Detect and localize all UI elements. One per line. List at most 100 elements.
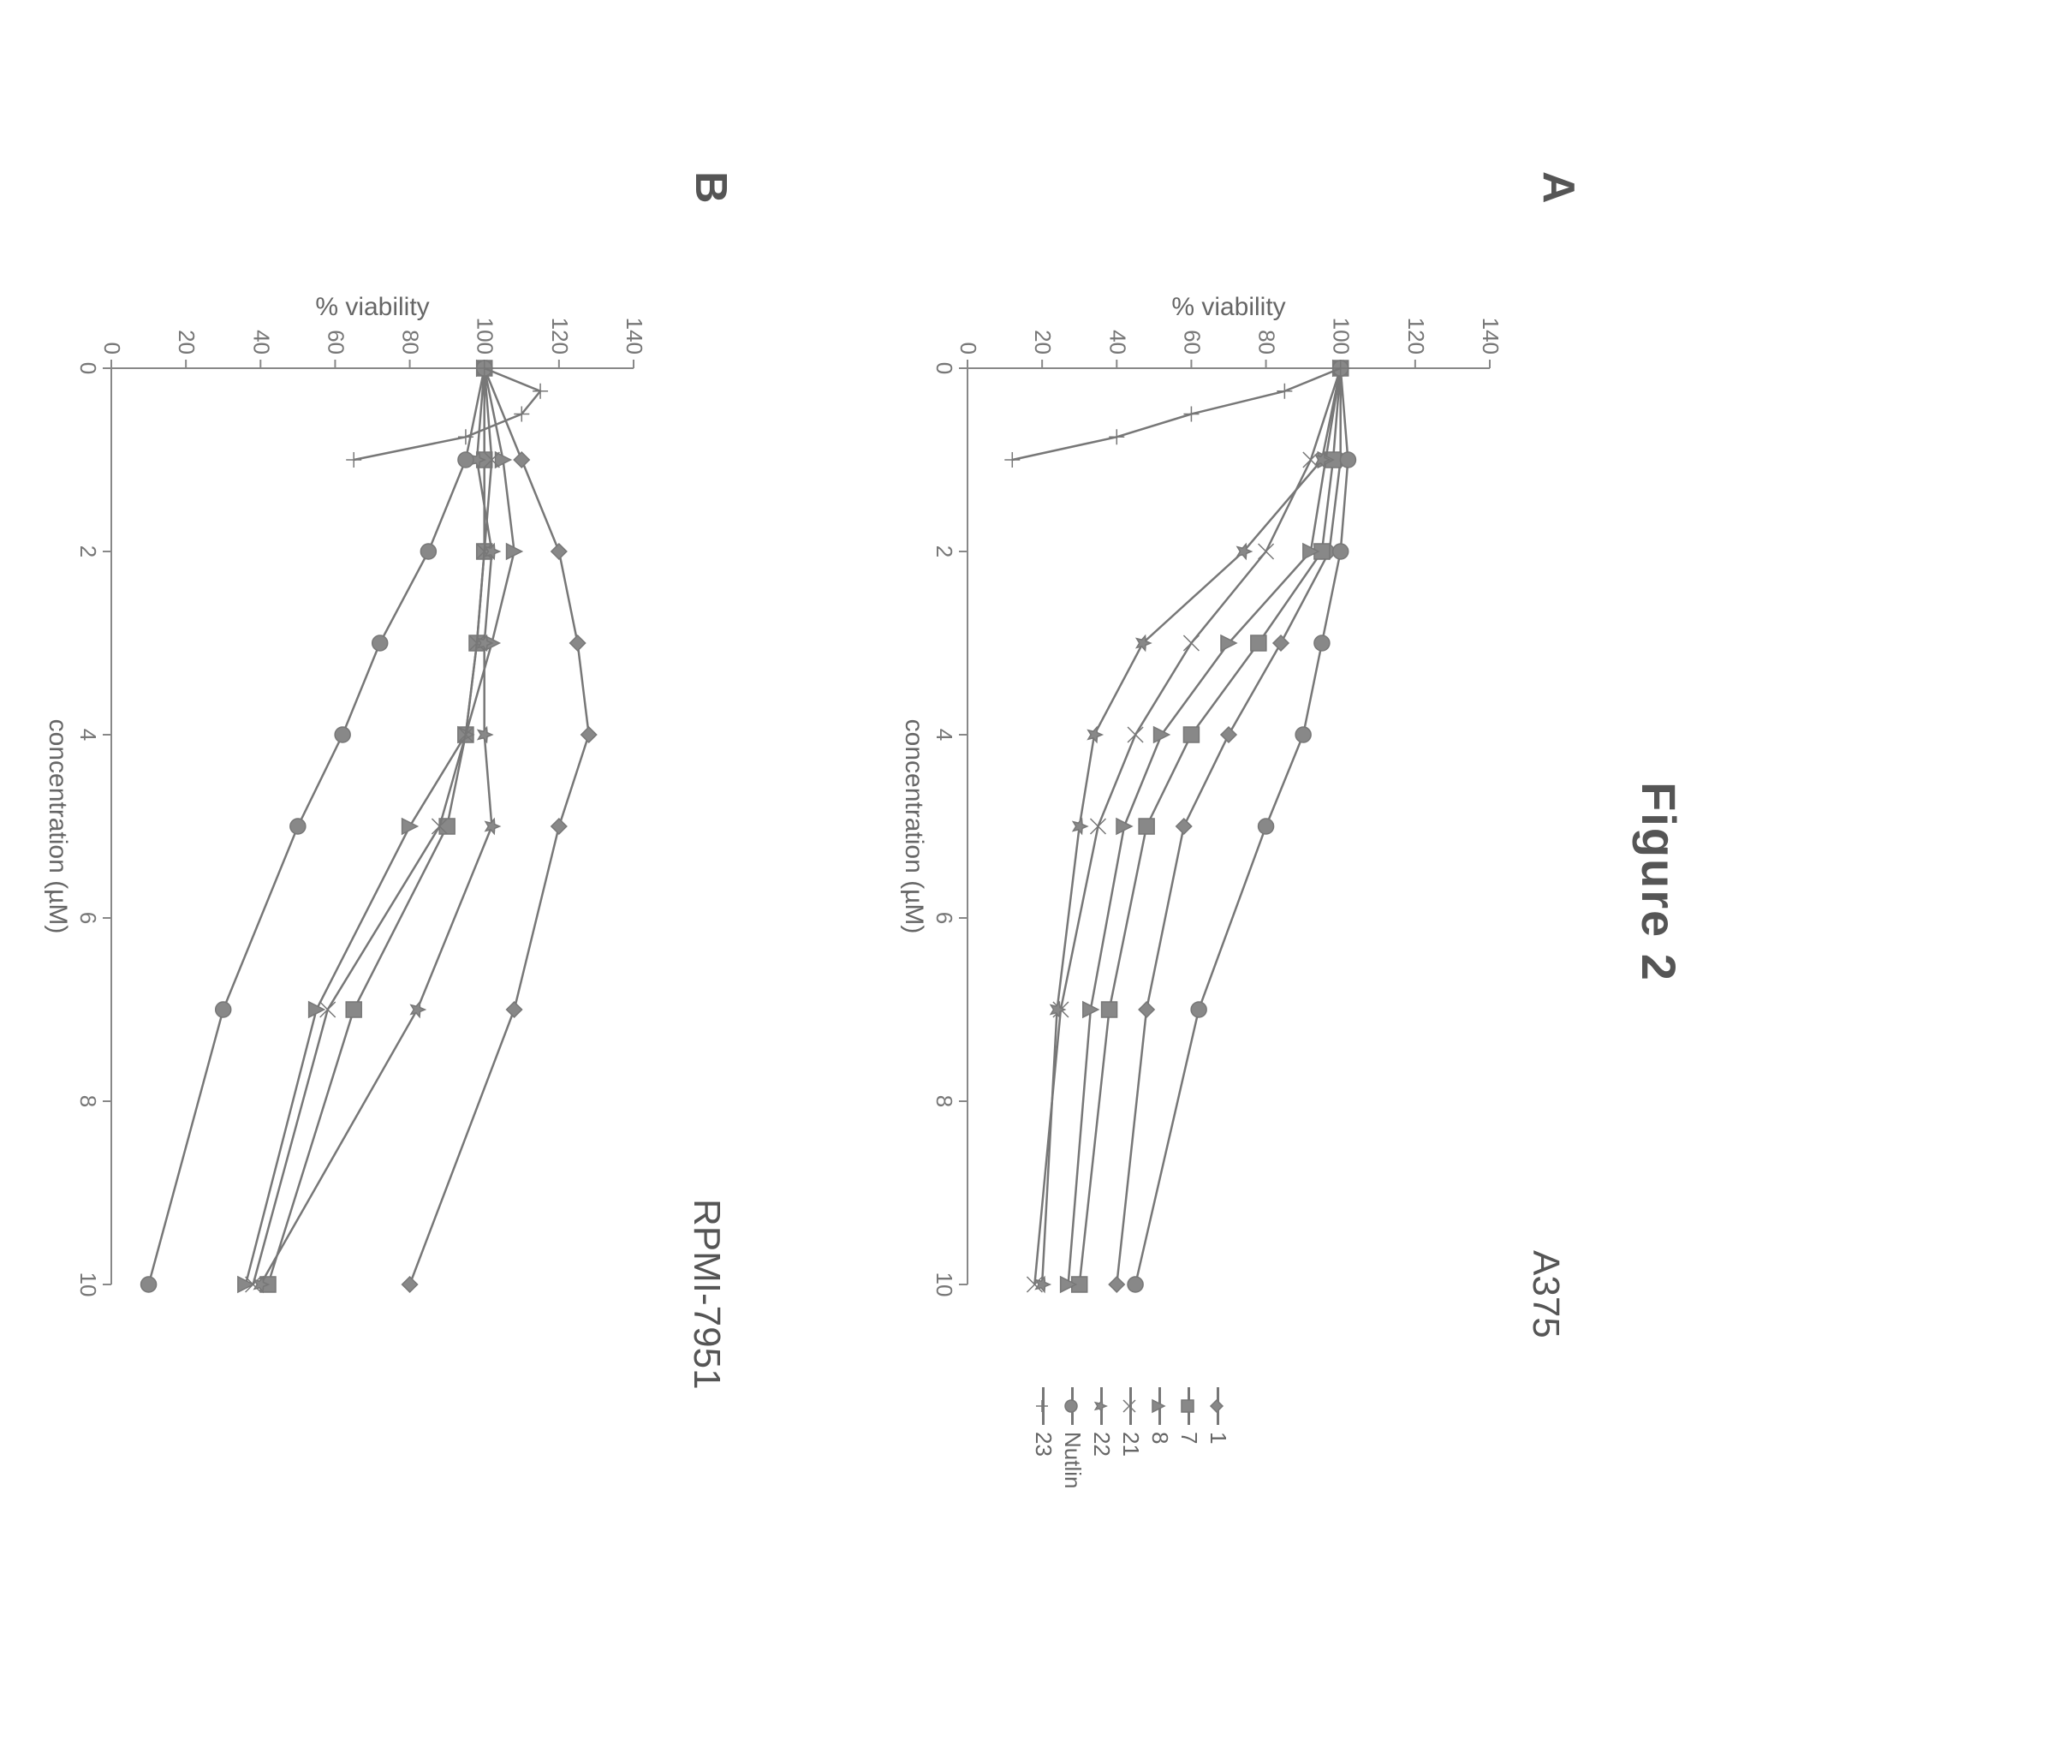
svg-text:40: 40 [248,330,274,355]
marker-Nutlin [420,544,436,559]
svg-text:0: 0 [956,343,981,355]
marker-Nutlin [141,1277,157,1292]
legend-item-Nutlin: Nutlin [1058,1387,1087,1488]
legend-label: 1 [1206,1432,1232,1444]
svg-text:4: 4 [75,729,101,741]
marker-Nutlin [290,819,306,834]
marker-1 [507,1002,522,1017]
marker-1 [581,727,597,742]
marker-1 [1221,727,1236,742]
series-8 [1069,368,1341,1284]
marker-7 [1102,1002,1117,1017]
marker-22 [1088,727,1102,742]
svg-text:6: 6 [75,912,101,924]
marker-1 [551,544,567,559]
marker-21 [1259,544,1274,559]
marker-1 [551,819,567,834]
svg-text:100: 100 [1329,318,1355,355]
svg-text:8: 8 [75,1095,101,1107]
marker-21 [1091,819,1106,834]
marker-Nutlin [1191,1002,1206,1017]
marker-8 [402,819,418,834]
svg-text:% viability: % viability [1171,293,1285,321]
marker-23 [1004,452,1020,468]
marker-7 [1251,635,1266,651]
marker-8 [1154,727,1170,742]
legend-label: 7 [1176,1432,1203,1444]
svg-text:concentration (µM): concentration (µM) [900,719,928,934]
svg-text:2: 2 [75,545,101,557]
svg-text:8: 8 [932,1095,957,1107]
legend-item-21: 21 [1116,1387,1146,1488]
marker-23 [1183,407,1199,422]
marker-Nutlin [458,452,473,468]
marker-Nutlin [216,1002,231,1017]
panel-label-B: B [685,171,736,204]
marker-1 [1139,1002,1154,1017]
chart-title-B: RPMI-7951 [685,1199,728,1390]
svg-text:2: 2 [932,545,957,557]
figure-title: Figure 2 [1631,0,1687,1764]
chart-B: 0204060801001201400246810concentration (… [34,291,651,1302]
marker-22 [1036,1277,1050,1291]
marker-Nutlin [335,727,350,742]
marker-22 [485,819,499,833]
legend-label: 8 [1147,1432,1174,1444]
marker-Nutlin [1128,1277,1143,1292]
legend-item-8: 8 [1146,1387,1175,1488]
svg-text:10: 10 [75,1272,101,1297]
legend-item-23: 23 [1029,1387,1058,1488]
svg-text:10: 10 [932,1272,957,1297]
marker-22 [478,727,491,742]
series-21 [253,368,492,1284]
svg-text:120: 120 [1403,318,1429,355]
marker-23 [1277,384,1292,399]
legend-label: Nutlin [1060,1432,1087,1488]
svg-text:4: 4 [932,729,957,741]
marker-1 [1109,1277,1124,1292]
svg-text:80: 80 [1254,330,1280,355]
marker-1 [1273,635,1289,651]
marker-1 [570,635,586,651]
svg-text:6: 6 [932,912,957,924]
marker-21 [1183,635,1199,651]
chart-title-A: A375 [1524,1250,1567,1338]
marker-22 [1073,819,1087,833]
svg-text:60: 60 [323,330,348,355]
svg-text:0: 0 [75,362,101,374]
legend: 1782122Nutlin23 [1029,1387,1233,1488]
legend-label: 23 [1031,1432,1057,1457]
panel-label-A: A [1533,171,1584,204]
marker-23 [1109,429,1124,444]
marker-Nutlin [372,635,388,651]
marker-7 [1139,819,1154,834]
series-23 [1012,368,1340,460]
svg-text:100: 100 [473,318,498,355]
marker-7 [346,1002,361,1017]
marker-1 [1176,819,1192,834]
legend-item-7: 7 [1175,1387,1204,1488]
series-23 [354,368,540,460]
marker-21 [1128,727,1143,742]
svg-text:0: 0 [932,362,957,374]
marker-1 [402,1277,418,1292]
legend-item-22: 22 [1087,1387,1116,1488]
legend-label: 22 [1089,1432,1116,1457]
svg-text:% viability: % viability [315,293,429,321]
svg-text:concentration (µM): concentration (µM) [44,719,72,934]
svg-text:80: 80 [398,330,424,355]
chart-A: 0 20 40 60 80 100 120 140 0 2 4 6 8 10 concentration (… [890,291,1507,1302]
series-Nutlin [149,368,485,1284]
svg-text:140: 140 [1478,318,1503,355]
svg-text:20: 20 [1030,330,1056,355]
marker-Nutlin [1314,635,1330,651]
marker-Nutlin [1333,544,1349,559]
svg-text:120: 120 [547,318,573,355]
legend-item-1: 1 [1204,1387,1233,1488]
legend-label: 21 [1118,1432,1145,1457]
marker-7 [1183,727,1199,742]
svg-text:140: 140 [622,318,647,355]
svg-text:60: 60 [1179,330,1205,355]
svg-text:20: 20 [174,330,199,355]
svg-text:40: 40 [1104,330,1130,355]
